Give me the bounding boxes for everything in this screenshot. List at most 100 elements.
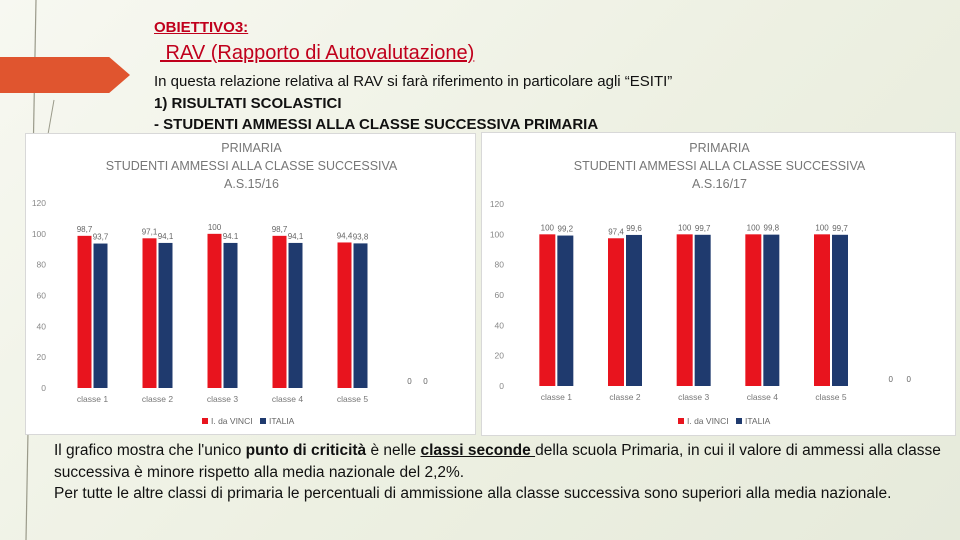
legend-label: I. da VINCI: [211, 416, 253, 426]
bar-school: [337, 242, 352, 388]
summary-text-1a: Il grafico mostra che l'unico: [54, 442, 246, 459]
data-label: 93,8: [353, 232, 369, 241]
legend-label: ITALIA: [269, 416, 295, 426]
chart-title-line: STUDENTI AMMESSI ALLA CLASSE SUCCESSIVA: [106, 159, 398, 173]
data-label: 100: [678, 223, 692, 232]
y-tick-label: 60: [495, 290, 505, 300]
summary-paragraph-1: Il grafico mostra che l'unico punto di c…: [54, 440, 954, 483]
category-label: classe 5: [815, 392, 846, 402]
data-label: 97,4: [608, 227, 624, 236]
chart-panel-2016-17: PRIMARIA STUDENTI AMMESSI ALLA CLASSE SUC…: [481, 132, 956, 436]
bar-italy: [557, 235, 574, 386]
category-label: classe 1: [541, 392, 572, 402]
bar-italy: [158, 242, 173, 388]
bar-school: [608, 238, 624, 386]
data-label: 100: [208, 223, 222, 232]
chart-title-line: PRIMARIA: [221, 141, 282, 155]
rav-title: RAV (Rapporto di Autovalutazione): [160, 42, 475, 64]
category-label: classe 4: [747, 392, 778, 402]
bar-school: [142, 238, 157, 388]
data-label: 99,2: [558, 225, 574, 234]
chart-title-line: STUDENTI AMMESSI ALLA CLASSE SUCCESSIVA: [574, 159, 866, 173]
data-label: 99,8: [764, 224, 780, 233]
data-label: 0: [888, 375, 893, 384]
category-label: classe 3: [207, 394, 238, 404]
critical-point-text: punto di criticità: [245, 442, 367, 459]
y-tick-label: 120: [490, 199, 504, 209]
data-label: 98,7: [272, 225, 288, 234]
data-label: 100: [541, 223, 555, 232]
y-tick-label: 0: [499, 381, 504, 391]
data-label: 93,7: [93, 233, 109, 242]
objective-title: OBIETTIVO3:: [154, 19, 249, 36]
bar-school: [77, 235, 92, 388]
category-label: classe 4: [272, 394, 303, 404]
arrow-shape: [0, 57, 130, 93]
data-label: 94,1: [158, 232, 174, 241]
chart-title-line: A.S.16/17: [692, 177, 747, 191]
data-label: 99,7: [832, 224, 848, 233]
section-line: 1) RISULTATI SCOLASTICI: [154, 94, 342, 112]
bar-school: [814, 234, 830, 386]
intro-block: In questa relazione relativa al RAV si f…: [154, 71, 672, 136]
chart-2015-16: PRIMARIA STUDENTI AMMESSI ALLA CLASSE SUC…: [32, 141, 428, 426]
y-tick-label: 0: [41, 383, 46, 393]
legend-label: ITALIA: [745, 416, 771, 426]
data-label: 100: [747, 223, 761, 232]
y-tick-label: 80: [37, 260, 47, 270]
legend-swatch: [736, 418, 742, 424]
y-tick-label: 120: [32, 198, 46, 208]
bar-italy: [93, 243, 108, 388]
data-label: 100: [815, 223, 829, 232]
second-classes-text: classi seconde: [420, 442, 536, 459]
legend-swatch: [260, 418, 266, 424]
y-tick-label: 60: [37, 291, 47, 301]
data-label: 98,7: [77, 225, 93, 234]
bar-school: [207, 233, 222, 388]
chart-panel-2015-16: PRIMARIA STUDENTI AMMESSI ALLA CLASSE SUC…: [25, 133, 476, 435]
bar-italy: [353, 243, 368, 388]
data-label: 0: [407, 377, 412, 386]
y-tick-label: 40: [37, 321, 47, 331]
bar-italy: [626, 234, 642, 386]
intro-line: In questa relazione relativa al RAV si f…: [154, 73, 673, 90]
legend-swatch: [678, 418, 684, 424]
y-tick-label: 20: [37, 352, 47, 362]
bar-italy: [832, 234, 848, 386]
bar-school: [676, 234, 693, 386]
category-label: classe 2: [142, 394, 173, 404]
bar-italy: [223, 242, 238, 388]
legend-swatch: [202, 418, 208, 424]
data-label: 99,7: [695, 224, 711, 233]
category-label: classe 1: [77, 394, 108, 404]
bar-italy: [763, 234, 780, 386]
y-tick-label: 100: [490, 229, 504, 239]
category-label: classe 5: [337, 394, 368, 404]
chart-title-line: PRIMARIA: [689, 141, 750, 155]
summary-text-1e: della scuola Primaria, in cui il valore …: [54, 442, 941, 481]
bar-italy: [288, 242, 303, 388]
bar-italy: [694, 234, 711, 386]
y-tick-label: 100: [32, 229, 46, 239]
y-tick-label: 40: [495, 320, 505, 330]
data-label: 0: [906, 375, 911, 384]
bar-school: [539, 234, 556, 386]
y-tick-label: 20: [495, 351, 505, 361]
subsection-line: - STUDENTI AMMESSI ALLA CLASSE SUCCESSIV…: [154, 116, 599, 133]
data-label: 94,1: [288, 232, 304, 241]
category-label: classe 2: [609, 392, 640, 402]
data-label: 94,4: [337, 231, 353, 240]
summary-text-1c: è nelle: [366, 442, 421, 459]
summary-text: Il grafico mostra che l'unico punto di c…: [54, 440, 954, 505]
chart-title-line: A.S.15/16: [224, 177, 279, 191]
bar-school: [272, 235, 287, 388]
category-label: classe 3: [678, 392, 709, 402]
y-tick-label: 80: [495, 260, 505, 270]
chart-2016-17: PRIMARIA STUDENTI AMMESSI ALLA CLASSE SUC…: [490, 141, 912, 426]
data-label: 97,1: [142, 227, 158, 236]
data-label: 0: [423, 377, 428, 386]
data-label: 94.1: [223, 232, 239, 241]
bar-school: [745, 234, 762, 386]
data-label: 99,6: [626, 224, 642, 233]
summary-paragraph-2: Per tutte le altre classi di primaria le…: [54, 485, 892, 502]
